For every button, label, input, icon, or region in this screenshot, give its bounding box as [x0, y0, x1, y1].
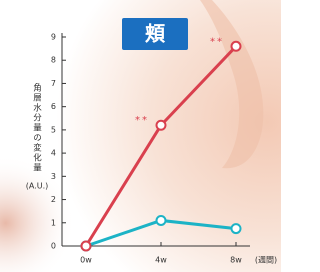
data-point: [82, 242, 91, 251]
x-tick-label: 0w: [80, 256, 92, 265]
chart: 頬 角層水分量の変化量 (A.U.) (週間) 0 1 2 3 4 5 6 7 8 9 0w 4w 8w…: [0, 0, 281, 272]
y-tick-label: 2: [51, 195, 56, 204]
y-tick-label: 6: [51, 102, 56, 111]
data-point: [232, 224, 241, 233]
y-tick-label: 8: [51, 56, 56, 65]
data-point: [157, 216, 166, 225]
y-tick-label: 0: [51, 242, 56, 251]
y-tick-label: 7: [51, 79, 56, 88]
badge: 頬: [145, 22, 166, 46]
y-tick-label: 1: [51, 218, 56, 227]
x-tick-label: 4w: [155, 256, 167, 265]
annotation: **: [135, 115, 149, 126]
y-unit: (A.U.): [26, 182, 49, 191]
y-tick-label: 4: [51, 149, 56, 158]
y-label: 角層水分量の変化量: [32, 82, 42, 173]
x-tick-label: 8w: [230, 256, 242, 265]
y-tick-label: 9: [51, 33, 56, 42]
x-label: (週間): [255, 256, 277, 265]
data-point: [232, 42, 241, 51]
data-point: [157, 121, 166, 130]
y-tick-label: 3: [51, 172, 56, 181]
annotation: **: [210, 36, 224, 47]
y-tick-label: 5: [51, 125, 56, 134]
